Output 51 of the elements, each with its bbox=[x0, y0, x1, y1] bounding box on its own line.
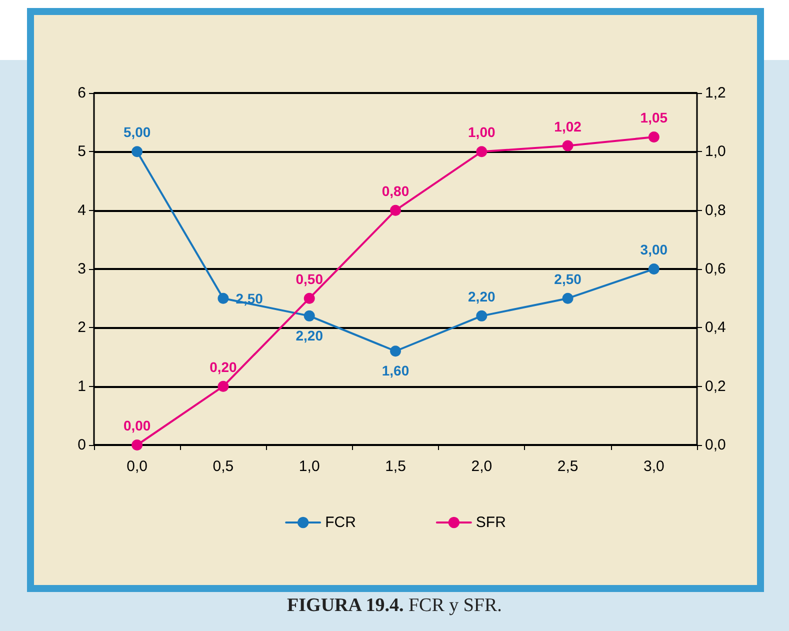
x-tick-label: 2,5 bbox=[557, 458, 578, 475]
x-tick-label: 0,5 bbox=[212, 458, 234, 475]
point bbox=[390, 204, 401, 216]
data-label: 1,02 bbox=[554, 118, 582, 134]
y2-tick-label: 1,0 bbox=[705, 143, 726, 160]
data-label: 3,00 bbox=[640, 242, 668, 258]
point bbox=[476, 146, 488, 158]
x-tick-label: 2,0 bbox=[471, 458, 492, 475]
point bbox=[562, 292, 574, 304]
y2-tick-label: 0,4 bbox=[705, 319, 726, 336]
data-label: 0,80 bbox=[382, 182, 410, 199]
data-label: 0,20 bbox=[210, 358, 238, 375]
y-tick-label: 0 bbox=[78, 436, 86, 454]
text: FIGURA 19.4. FCR y SFR. bbox=[287, 595, 502, 616]
x-tick-label: 1,5 bbox=[385, 458, 406, 475]
y2-tick-label: 0,8 bbox=[705, 202, 726, 219]
data-label: 0,50 bbox=[296, 270, 324, 287]
y-tick-label: 3 bbox=[78, 260, 86, 278]
data-label: 2,20 bbox=[468, 288, 496, 304]
point bbox=[132, 146, 143, 158]
point bbox=[648, 264, 660, 274]
y-tick-label: 5 bbox=[78, 143, 86, 160]
point bbox=[218, 292, 229, 304]
y2-tick-label: 1,2 bbox=[705, 84, 726, 102]
y2-tick-label: 0,6 bbox=[705, 260, 726, 278]
data-label: 5,00 bbox=[123, 124, 151, 140]
data-label: 0,00 bbox=[123, 418, 151, 434]
point bbox=[390, 346, 401, 357]
point bbox=[304, 292, 315, 304]
point bbox=[304, 310, 315, 322]
data-label: 2,20 bbox=[296, 327, 324, 344]
data-label: 1,05 bbox=[640, 110, 668, 126]
x-tick-label: 1,0 bbox=[298, 458, 320, 475]
point bbox=[476, 310, 488, 322]
data-label: 1,00 bbox=[468, 124, 496, 140]
y2-tick-label: 0,0 bbox=[705, 436, 726, 454]
point bbox=[562, 140, 574, 152]
data-label: 2,50 bbox=[554, 270, 582, 287]
legend-label: SFR bbox=[476, 514, 506, 531]
y-tick-label: 6 bbox=[78, 84, 86, 102]
y-tick-label: 1 bbox=[78, 378, 86, 395]
point bbox=[132, 440, 143, 450]
point bbox=[218, 380, 229, 392]
x-tick-label: 0,0 bbox=[126, 458, 148, 475]
x-tick-label: 3,0 bbox=[644, 458, 664, 475]
legend-label: FCR bbox=[325, 514, 356, 531]
y-tick-label: 4 bbox=[78, 202, 86, 219]
y-tick-label: 2 bbox=[78, 319, 86, 336]
y2-tick-label: 0,2 bbox=[705, 378, 726, 395]
point bbox=[648, 132, 660, 142]
data-label: 1,60 bbox=[382, 362, 410, 379]
